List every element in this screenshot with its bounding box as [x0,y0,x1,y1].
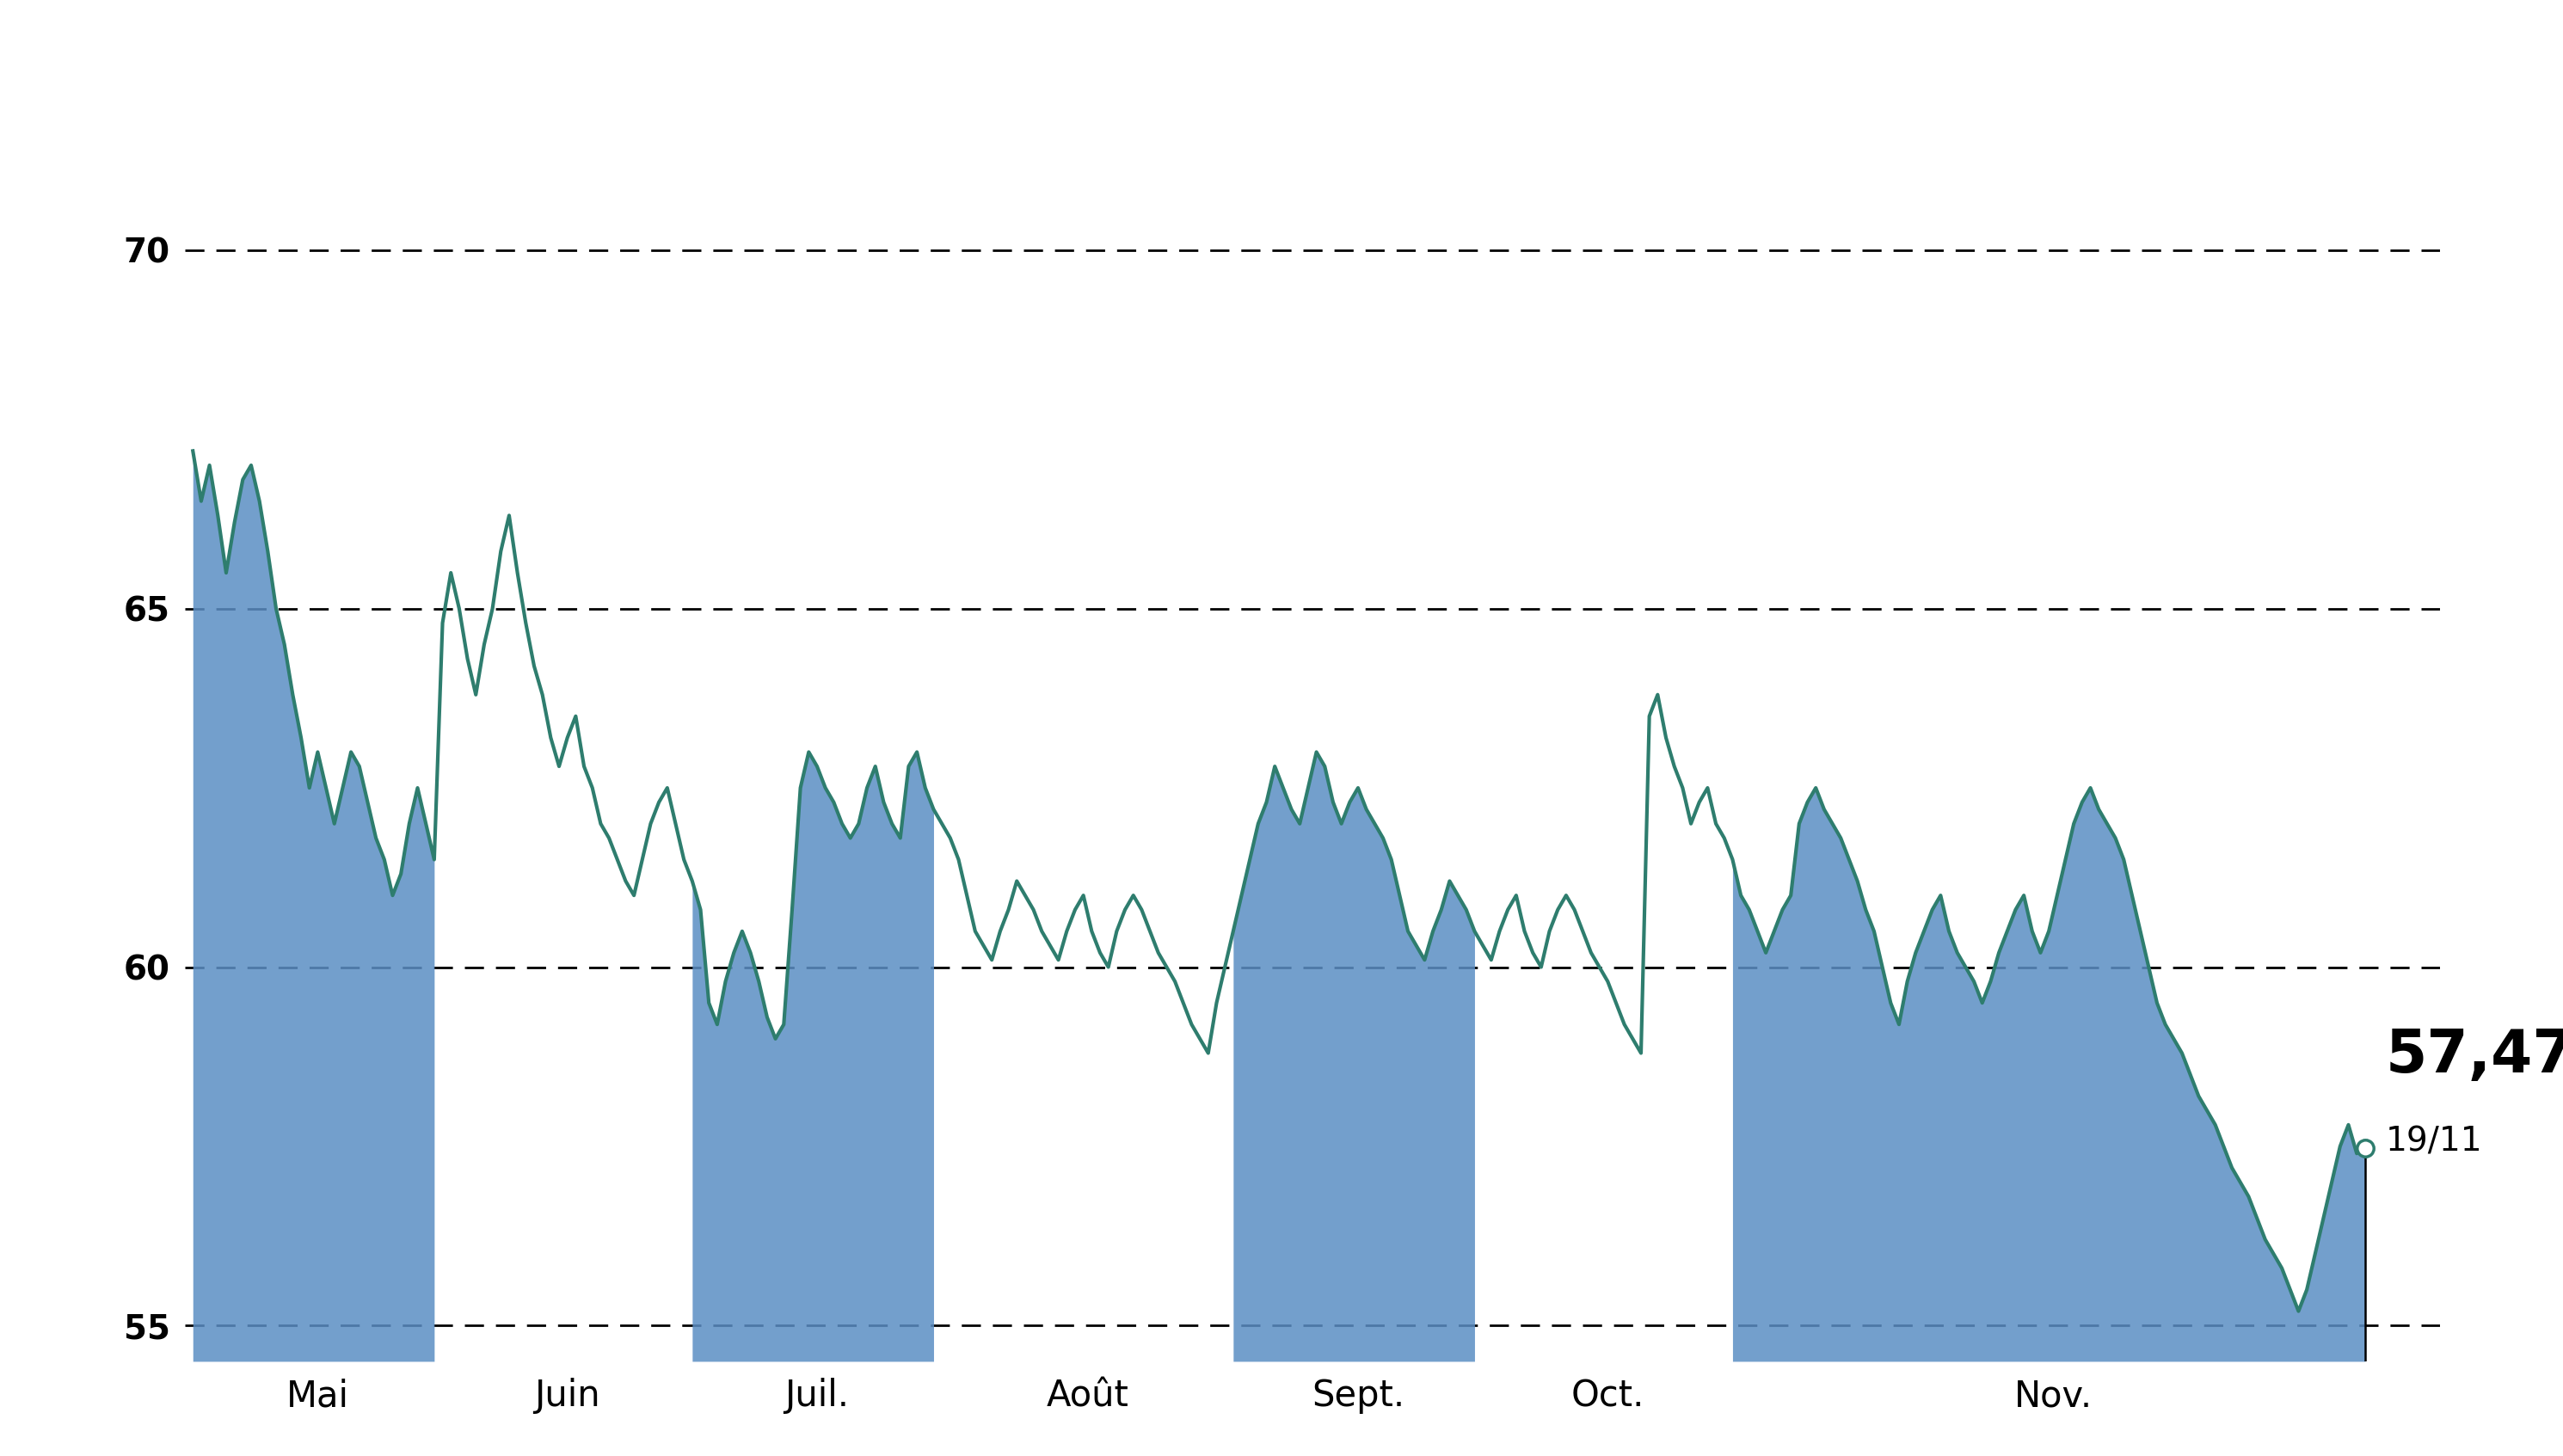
Text: 19/11: 19/11 [2386,1125,2484,1158]
Text: 57,47: 57,47 [2386,1026,2563,1085]
Text: TOTALENERGIES: TOTALENERGIES [792,12,1771,116]
